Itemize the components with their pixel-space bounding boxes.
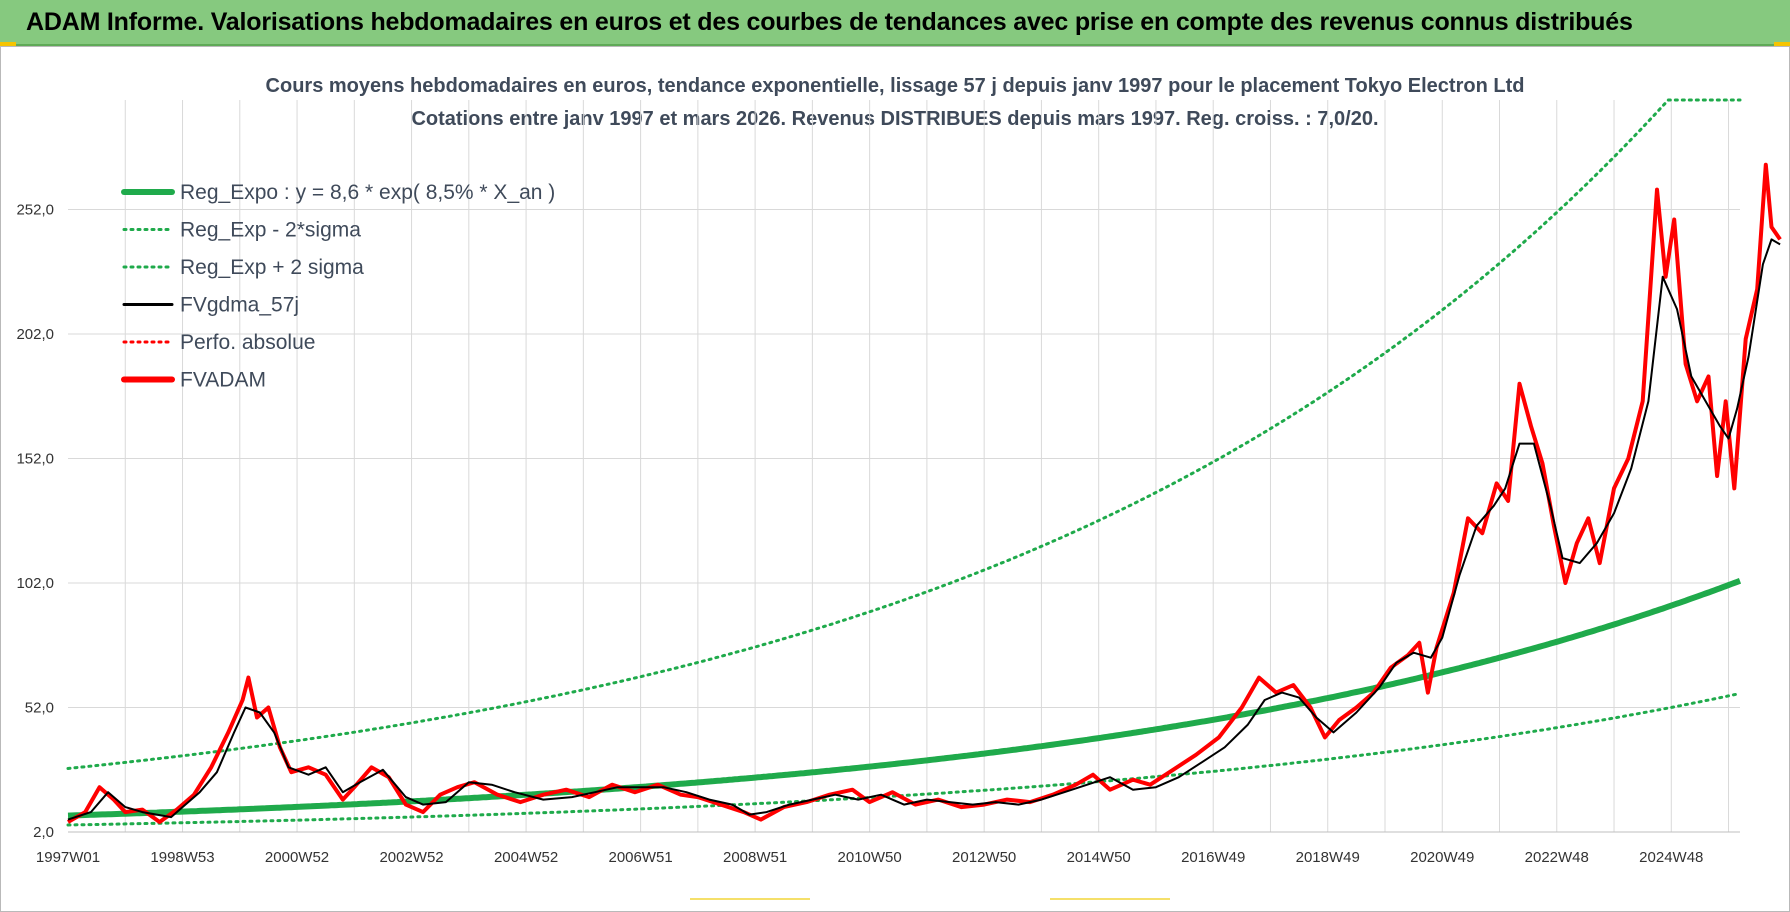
x-tick-label: 2012W50	[952, 849, 1016, 866]
chart-title-line2: Cotations entre janv 1997 et mars 2026. …	[411, 108, 1378, 130]
y-tick-label: 152,0	[16, 451, 54, 468]
x-tick-label: 2002W52	[379, 849, 443, 866]
x-tick-label: 2018W49	[1296, 849, 1360, 866]
series-reg-exp-plus-2sigma	[66, 98, 1742, 770]
series-lines	[66, 98, 1782, 827]
x-tick-label: 2006W51	[608, 849, 672, 866]
corner-mark-right	[1774, 42, 1790, 47]
bottom-mark-2	[1050, 898, 1170, 900]
x-tick-label: 1998W53	[150, 849, 214, 866]
x-tick-label: 2000W52	[265, 849, 329, 866]
x-tick-label: 2014W50	[1067, 849, 1131, 866]
x-tick-label: 1997W01	[36, 849, 100, 866]
y-tick-label: 252,0	[16, 202, 54, 219]
series-fvgdma-57j	[67, 238, 1781, 821]
chart-title-line1: Cours moyens hebdomadaires en euros, ten…	[266, 75, 1525, 97]
legend: Reg_Expo : y = 8,6 * exp( 8,5% * X_an ) R…	[121, 181, 555, 392]
corner-mark-left	[0, 42, 16, 47]
x-tick-label: 2024W48	[1639, 849, 1703, 866]
banner-title: ADAM Informe. Valorisations hebdomadaire…	[26, 7, 1633, 36]
legend-label: Reg_Exp - 2*sigma	[180, 219, 361, 242]
y-tick-label: 202,0	[16, 326, 54, 343]
x-tick-label: 2022W48	[1525, 849, 1589, 866]
series-reg-expo	[67, 577, 1742, 819]
x-tick-label: 2016W49	[1181, 849, 1245, 866]
y-tick-label: 102,0	[16, 575, 54, 592]
y-axis-ticks: 2,0 52,0 102,0 152,0 202,0 252,0	[16, 202, 54, 841]
legend-label: FVgdma_57j	[180, 294, 299, 317]
legend-label: Reg_Expo : y = 8,6 * exp( 8,5% * X_an )	[180, 181, 555, 204]
legend-label: FVADAM	[180, 369, 266, 392]
x-tick-label: 2010W50	[838, 849, 902, 866]
x-tick-label: 2008W51	[723, 849, 787, 866]
x-axis-ticks: 1997W01 1998W53 2000W52 2002W52 2004W52 2006W…	[36, 849, 1704, 866]
legend-label: Perfo. absolue	[180, 331, 315, 354]
legend-label: Reg_Exp + 2 sigma	[180, 256, 364, 279]
x-tick-label: 2020W49	[1410, 849, 1474, 866]
y-tick-label: 52,0	[25, 700, 54, 717]
x-tick-label: 2004W52	[494, 849, 558, 866]
report-banner: ADAM Informe. Valorisations hebdomadaire…	[0, 0, 1790, 46]
grid	[68, 100, 1740, 833]
y-tick-label: 2,0	[33, 824, 54, 841]
series-reg-exp-minus-2sigma	[66, 692, 1742, 827]
bottom-mark-1	[690, 898, 810, 900]
